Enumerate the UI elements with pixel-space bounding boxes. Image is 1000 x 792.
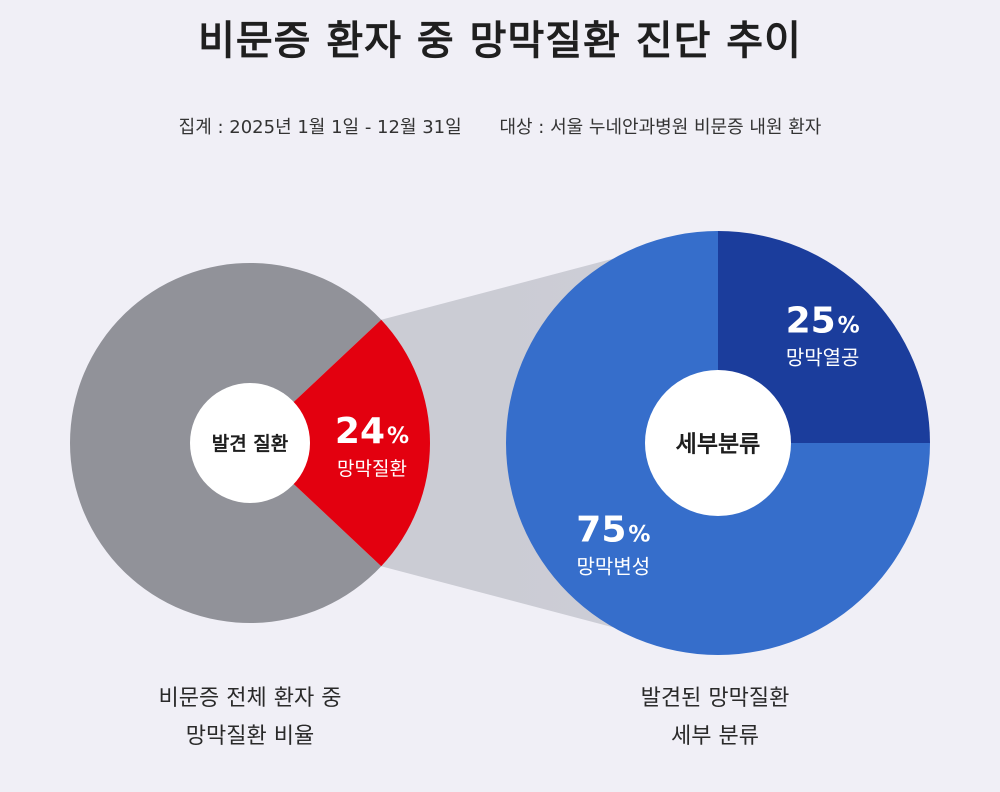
pie1-slice-highlight-value: 24% <box>335 411 409 452</box>
caption-left: 비문증 전체 환자 중 망막질환 비율 <box>50 680 450 756</box>
caption-right-line1: 발견된 망막질환 <box>640 686 790 711</box>
pie2-slice-0-label: 망막열공 <box>786 345 860 369</box>
subtitle-target: 대상 : 서울 누네안과병원 비문증 내원 환자 <box>499 117 822 138</box>
pie2-slice-1-value: 75% <box>576 510 650 551</box>
caption-right: 발견된 망막질환 세부 분류 <box>515 680 915 756</box>
pie2-slice-0 <box>718 231 930 443</box>
caption-left-line2: 망막질환 비율 <box>185 724 315 749</box>
subtitle: 집계 : 2025년 1월 1일 - 12월 31일 대상 : 서울 누네안과병… <box>0 113 1000 139</box>
pie2-center-label: 세부분류 <box>676 431 761 457</box>
pie1-center <box>190 383 310 503</box>
pie2-slice-1-label: 망막변성 <box>577 555 651 579</box>
pie1-slice-highlight-label: 망막질환 <box>337 458 407 480</box>
pie1-center-label: 발견 질환 <box>212 433 289 455</box>
caption-right-line2: 세부 분류 <box>671 724 759 749</box>
page-title: 비문증 환자 중 망막질환 진단 추이 <box>198 18 802 64</box>
pie1-slice-highlight <box>250 319 430 567</box>
caption-left-line1: 비문증 전체 환자 중 <box>158 686 342 711</box>
pie2-center <box>645 370 791 516</box>
pie2-slice-0-value: 25% <box>786 300 860 341</box>
subtitle-period: 집계 : 2025년 1월 1일 - 12월 31일 <box>178 117 462 138</box>
